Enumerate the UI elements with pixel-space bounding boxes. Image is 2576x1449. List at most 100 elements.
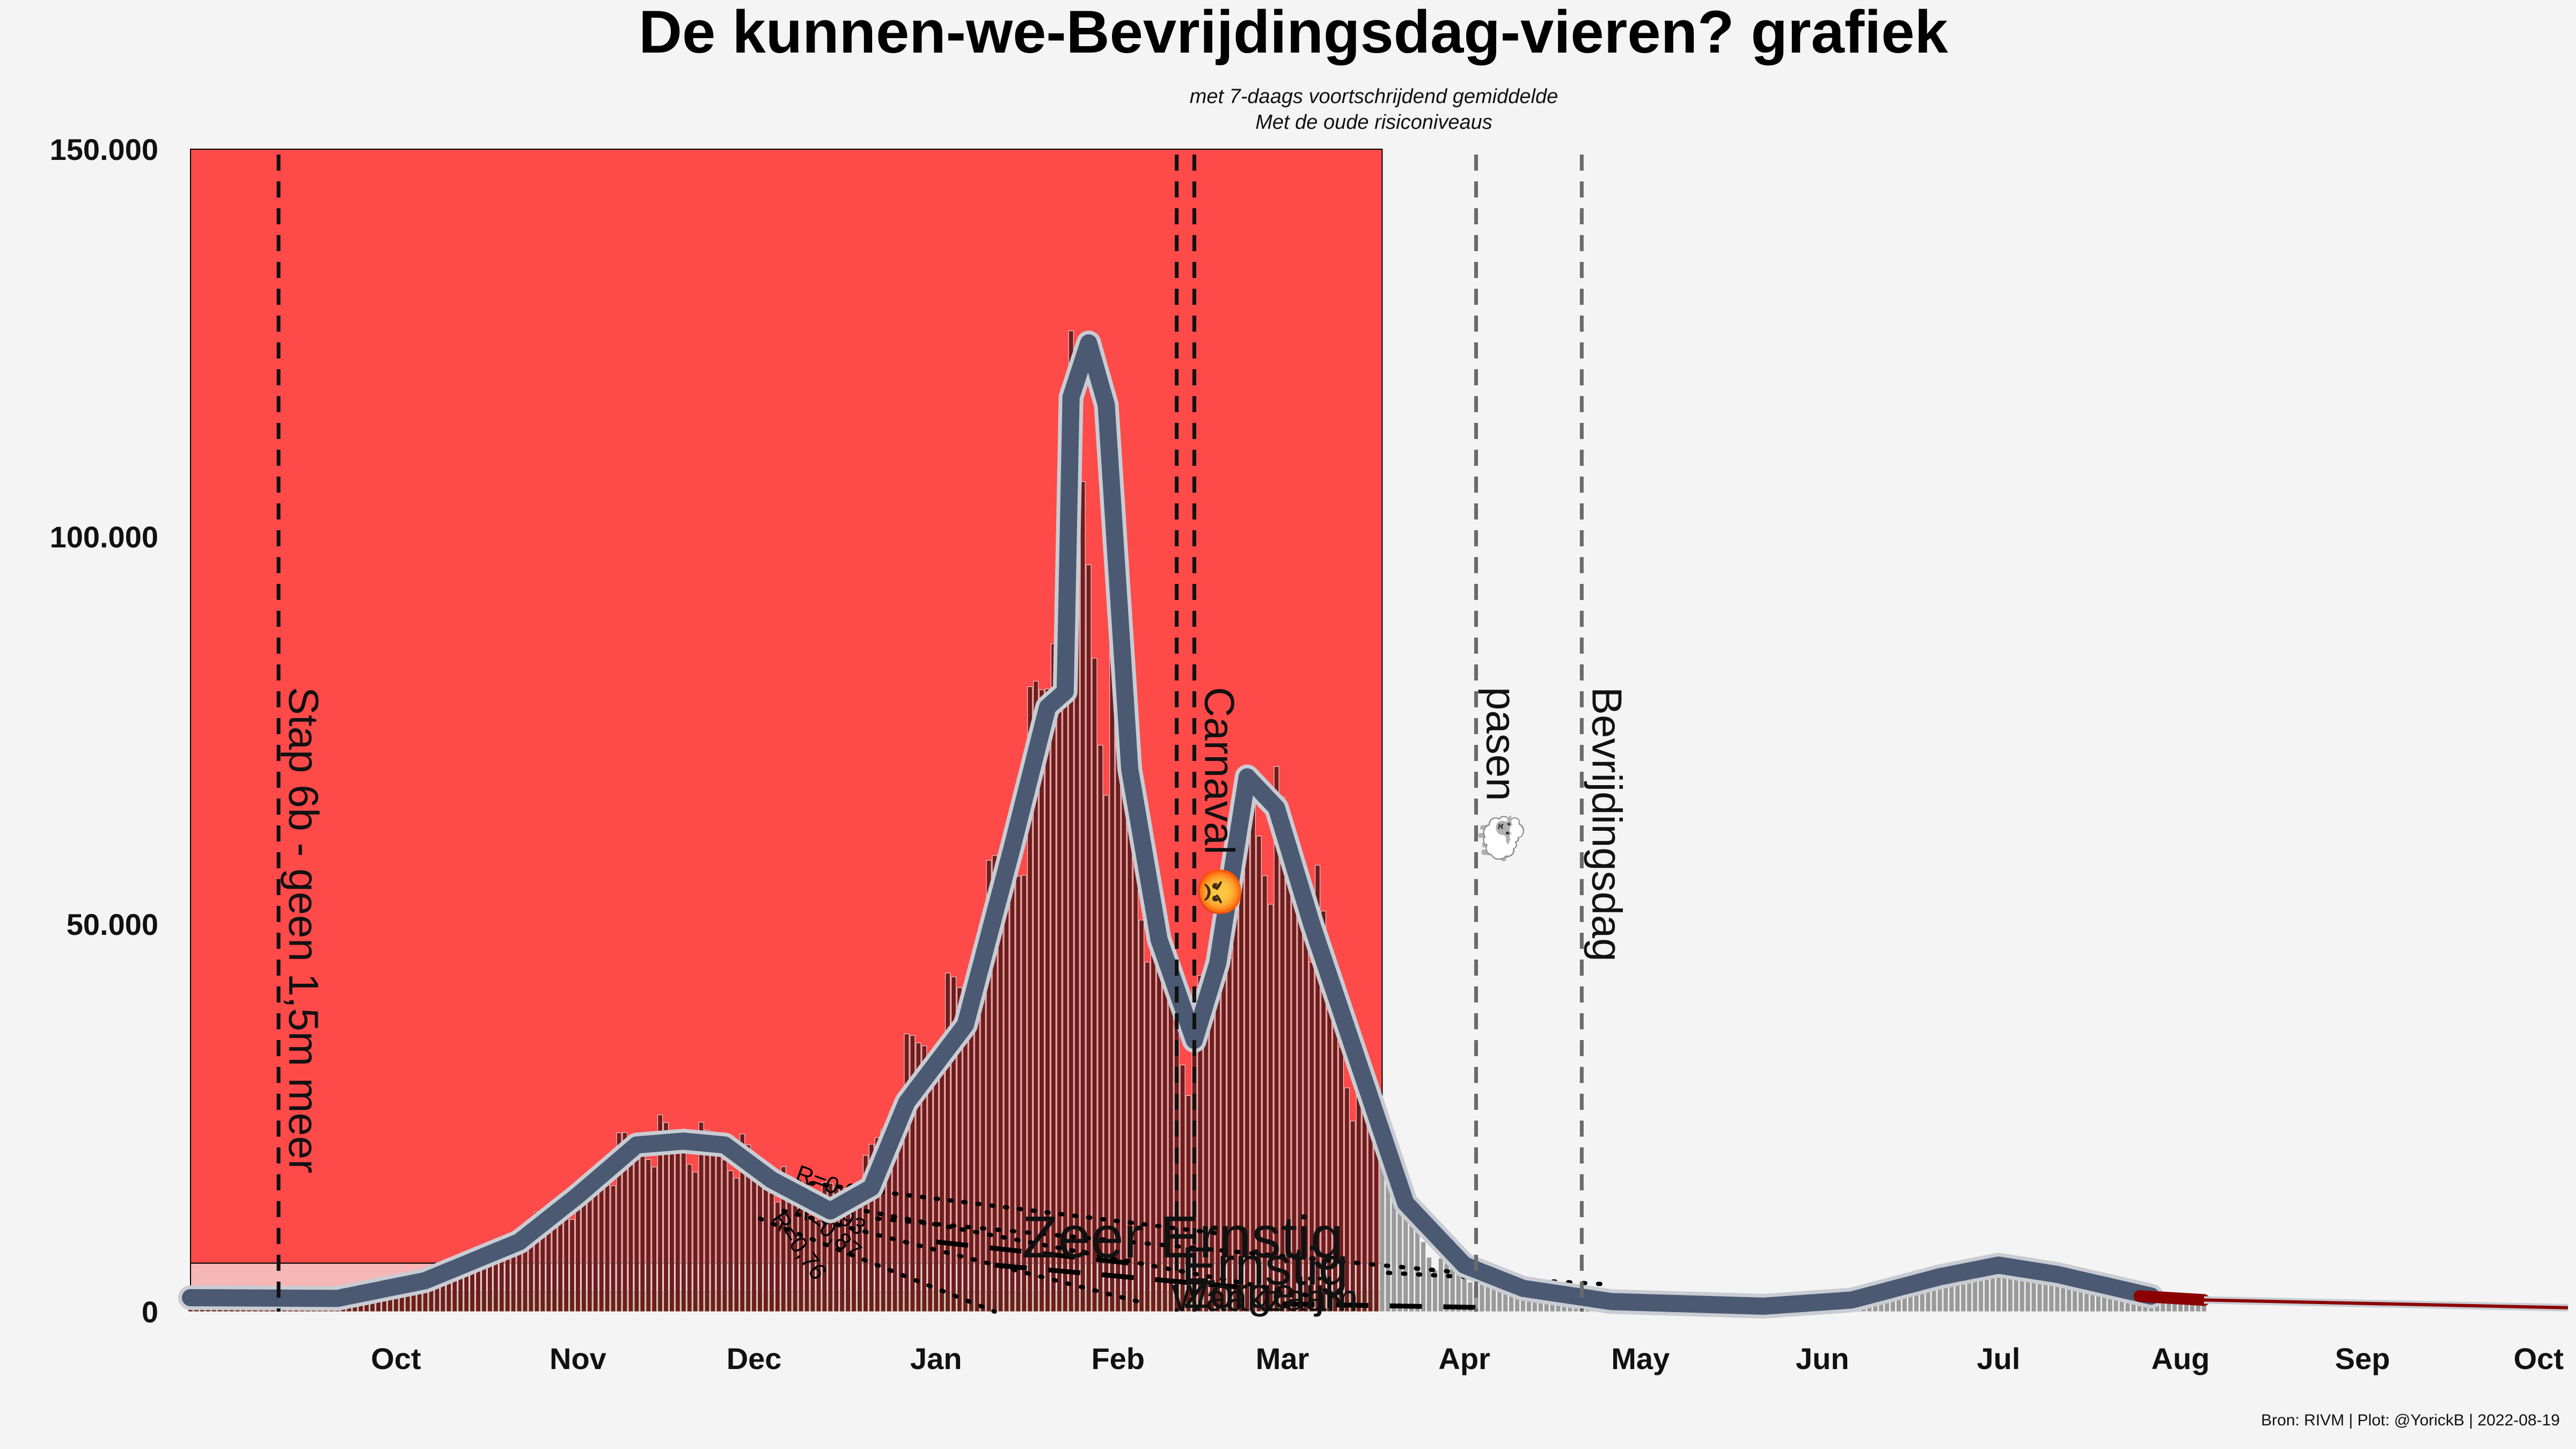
x-tick-label: Jun bbox=[1796, 1342, 1849, 1375]
chart-subtitle-line-1: met 7-daags voortschrijdend gemiddelde bbox=[1190, 85, 1558, 108]
moving-average-layer bbox=[178, 331, 2568, 1319]
daily-bar bbox=[675, 1141, 680, 1312]
daily-bar bbox=[1491, 1287, 1497, 1312]
daily-bar bbox=[1256, 836, 1262, 1312]
daily-bar bbox=[610, 1185, 616, 1312]
r-projection-line bbox=[781, 1193, 1314, 1299]
r-projection-line bbox=[758, 1216, 997, 1314]
daily-bar bbox=[910, 1035, 916, 1312]
daily-bar bbox=[1068, 330, 1074, 1312]
daily-bar bbox=[663, 1122, 669, 1312]
daily-bar bbox=[774, 1202, 780, 1312]
daily-bar bbox=[986, 860, 992, 1312]
daily-bar bbox=[734, 1177, 740, 1312]
daily-bar bbox=[1033, 680, 1039, 1312]
daily-bar bbox=[1385, 1180, 1391, 1312]
x-tick-label: Aug bbox=[2151, 1342, 2210, 1375]
daily-bar bbox=[680, 1153, 686, 1312]
daily-bar bbox=[921, 1045, 927, 1312]
daily-bar bbox=[763, 1181, 769, 1312]
daily-bar bbox=[2001, 1275, 2007, 1312]
daily-bar bbox=[1080, 481, 1086, 1312]
risk-level-label: Zeer Ernstig bbox=[1022, 1204, 1343, 1270]
x-tick-label: Sep bbox=[2335, 1342, 2390, 1375]
daily-bar bbox=[1262, 875, 1268, 1312]
axes-layer: 0 50.000 100.000 150.000 Oct Nov Dec Jan Feb Mar A… bbox=[50, 133, 2564, 1375]
daily-bar bbox=[1321, 911, 1327, 1312]
daily-bar bbox=[1426, 1257, 1432, 1312]
daily-bar bbox=[598, 1181, 604, 1312]
daily-bar bbox=[1139, 919, 1144, 1312]
x-tick-label: Nov bbox=[550, 1342, 606, 1375]
daily-bar bbox=[1421, 1241, 1426, 1312]
daily-bar bbox=[1373, 1136, 1379, 1312]
x-tick-label: Jul bbox=[1977, 1342, 2021, 1375]
daily-bar bbox=[487, 1262, 493, 1312]
daily-bar bbox=[2043, 1280, 2048, 1312]
daily-bar bbox=[1379, 1158, 1385, 1312]
daily-bar bbox=[1086, 564, 1092, 1312]
y-tick-label: 150.000 bbox=[50, 133, 158, 166]
daily-bar bbox=[945, 972, 951, 1312]
daily-bar bbox=[716, 1148, 722, 1312]
daily-bar bbox=[669, 1133, 675, 1312]
daily-bar bbox=[569, 1219, 575, 1312]
daily-bar bbox=[968, 994, 974, 1312]
daily-bar bbox=[1467, 1282, 1473, 1312]
x-tick-label: Oct bbox=[2514, 1342, 2564, 1375]
daily-bar bbox=[634, 1137, 640, 1312]
daily-bar bbox=[828, 1183, 833, 1312]
event-label: Carnaval 😡 bbox=[1196, 687, 1243, 918]
daily-bar bbox=[757, 1168, 763, 1312]
daily-bar bbox=[816, 1219, 822, 1312]
event-label: Bevrijdingsdag bbox=[1583, 687, 1630, 962]
daily-bar bbox=[1097, 744, 1103, 1312]
daily-bar bbox=[951, 976, 956, 1312]
daily-bar bbox=[1103, 795, 1109, 1312]
x-tick-label: Jan bbox=[910, 1342, 962, 1375]
daily-bar bbox=[1039, 689, 1045, 1312]
daily-bar bbox=[974, 998, 980, 1312]
risk-level-label: Zorgelijk bbox=[1184, 1269, 1346, 1317]
daily-bar bbox=[698, 1122, 704, 1312]
daily-bar bbox=[657, 1114, 663, 1312]
daily-bar bbox=[622, 1132, 628, 1312]
x-tick-label: Oct bbox=[371, 1342, 421, 1375]
daily-bar bbox=[1015, 876, 1021, 1312]
daily-bar bbox=[564, 1218, 569, 1312]
x-tick-label: Dec bbox=[727, 1342, 782, 1375]
daily-bar bbox=[1344, 1087, 1350, 1312]
projection-fade-line bbox=[2204, 1298, 2568, 1309]
daily-bar bbox=[1268, 904, 1274, 1312]
risk-level-label: Waakzaam bbox=[1172, 1277, 1358, 1319]
daily-bar bbox=[728, 1170, 734, 1312]
daily-bar bbox=[740, 1133, 745, 1312]
daily-bar bbox=[640, 1148, 646, 1312]
daily-bar bbox=[933, 1065, 939, 1312]
y-tick-label: 50.000 bbox=[67, 908, 158, 941]
daily-bar bbox=[652, 1167, 657, 1312]
daily-bar bbox=[1180, 1065, 1185, 1312]
event-lines-layer: Stap 6b - geen 1,5m meer Carnaval 😡 pasen … bbox=[276, 155, 1630, 1312]
y-tick-label: 0 bbox=[142, 1295, 158, 1329]
daily-bar bbox=[745, 1144, 751, 1312]
event-label: Stap 6b - geen 1,5m meer bbox=[280, 687, 327, 1173]
x-tick-label: Feb bbox=[1091, 1342, 1145, 1375]
risk-level-label: Ernstig bbox=[1181, 1236, 1348, 1296]
daily-bar bbox=[939, 1070, 945, 1312]
daily-bar bbox=[1144, 962, 1150, 1312]
daily-bar bbox=[1391, 1197, 1397, 1312]
daily-bar bbox=[2007, 1277, 2013, 1312]
daily-bar bbox=[874, 1137, 880, 1312]
chart-subtitle-line-2: Met de oude risiconiveaus bbox=[1255, 111, 1492, 134]
x-tick-label: Apr bbox=[1438, 1342, 1490, 1375]
daily-bar bbox=[528, 1241, 534, 1312]
daily-bar bbox=[2048, 1283, 2054, 1312]
daily-bar bbox=[980, 997, 986, 1312]
daily-bar bbox=[1050, 643, 1056, 1312]
daily-bar bbox=[558, 1215, 564, 1312]
scenario-dashed-line bbox=[935, 1239, 1148, 1268]
daily-bar bbox=[916, 1042, 921, 1312]
daily-bar bbox=[1438, 1258, 1444, 1312]
